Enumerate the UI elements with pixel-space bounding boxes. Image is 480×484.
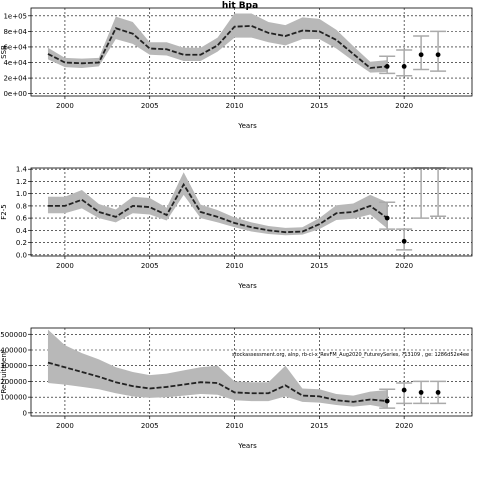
y-tick-label: 8e+04: [3, 28, 27, 36]
estimate-line: [47, 182, 388, 234]
y-tick-label: 500000: [0, 331, 27, 339]
forecast-point: [401, 238, 407, 244]
y-tick-label: 1.2: [16, 178, 27, 186]
x-tick-label: 2015: [310, 102, 328, 110]
y-tick-label: 300000: [0, 362, 27, 370]
x-tick-label: 2000: [56, 262, 74, 270]
forecast-point: [384, 398, 390, 404]
x-tick-label: 2020: [395, 262, 413, 270]
x-tick-label: 2010: [226, 262, 244, 270]
plot-frame: [30, 167, 473, 257]
confidence-band: [47, 13, 388, 73]
x-tick-label: 2015: [310, 262, 328, 270]
forecast-point: [401, 387, 407, 393]
confidence-band: [47, 329, 388, 409]
y-tick-label: 1.4: [16, 166, 28, 174]
y-tick-label: 1.0: [16, 190, 27, 198]
y-tick-label: 0.8: [16, 202, 27, 210]
y-tick-label: 0.4: [16, 227, 28, 235]
y-tick-label: 0e+00: [3, 90, 27, 98]
y-axis-label: F2-5: [0, 204, 8, 219]
y-tick-label: 100000: [0, 394, 27, 402]
y-tick-label: 2e+04: [3, 75, 27, 83]
estimate-line: [47, 361, 388, 403]
forecast-point: [435, 52, 441, 58]
y-tick-label: 1e+05: [3, 12, 27, 20]
x-tick-label: 2015: [310, 422, 328, 430]
x-tick-label: 2020: [395, 102, 413, 110]
forecast-point: [384, 215, 390, 221]
y-tick-label: 0: [23, 409, 27, 417]
x-axis-label: Years: [237, 122, 257, 130]
y-tick-label: 400000: [0, 347, 27, 355]
x-tick-label: 2000: [56, 422, 74, 430]
overlay-note: stockassessment.org, alnp, rb-ci-x_RevFM…: [232, 352, 469, 358]
x-axis-label: Years: [237, 282, 257, 290]
forecast-point: [401, 64, 407, 69]
estimate-line: [47, 25, 388, 69]
chart-panel-1: 2000 2005 2010 2015 2020 0e+00 2e+04 4e+04 6e+04…: [0, 7, 473, 130]
x-tick-label: 2010: [226, 422, 244, 430]
forecast-point: [418, 52, 424, 58]
y-tick-label: 200000: [0, 378, 27, 386]
chart-panel-3: 2000 2005 2010 2015 2020 0 100000 200000 300000 4…: [0, 327, 473, 450]
y-axis-label: Recruitment: [0, 350, 8, 393]
plot-frame: [30, 327, 473, 417]
x-tick-label: 2010: [226, 102, 244, 110]
y-tick-label: 0.0: [16, 251, 27, 259]
y-tick-label: 4e+04: [3, 59, 27, 67]
x-tick-label: 2000: [56, 102, 74, 110]
x-axis-label: Years: [237, 442, 257, 450]
figure-title: hit Bpa: [222, 1, 258, 11]
y-tick-label: 6e+04: [3, 43, 27, 51]
x-tick-label: 2005: [141, 422, 159, 430]
forecast-point: [435, 390, 441, 395]
x-tick-label: 2020: [395, 422, 413, 430]
plot-frame: [30, 7, 473, 97]
x-tick-label: 2005: [141, 102, 159, 110]
y-axis-label: SSB: [0, 45, 8, 59]
y-tick-label: 0.2: [16, 239, 27, 247]
forecast-point: [384, 64, 390, 69]
y-tick-label: 0.6: [16, 215, 28, 223]
chart-panel-2: 2000 2005 2010 2015 2020 0.0 0.2 0.4 0.6 0.8 1.0 1.…: [0, 166, 473, 290]
forecast-point: [418, 390, 424, 395]
x-tick-label: 2005: [141, 262, 159, 270]
